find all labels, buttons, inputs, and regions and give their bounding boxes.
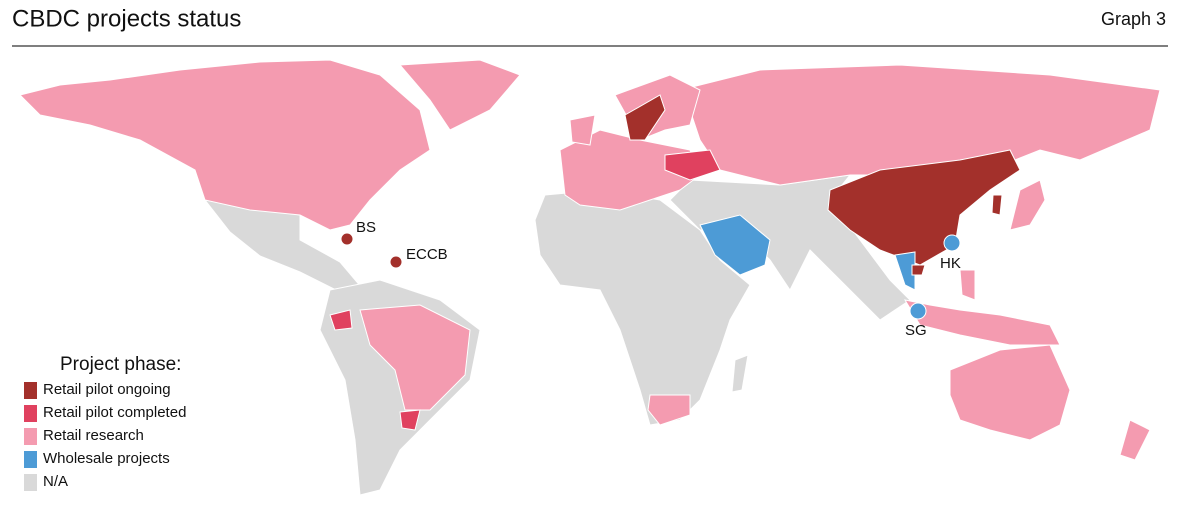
marker-label: HK (940, 255, 961, 272)
marker (943, 234, 961, 252)
madagascar (731, 354, 749, 393)
marker (340, 232, 354, 246)
legend-label: Retail research (43, 427, 144, 444)
ecuador (329, 309, 353, 331)
sweden (624, 94, 666, 141)
china (827, 149, 1021, 266)
south-africa (647, 394, 691, 426)
indonesia (903, 299, 1061, 346)
marker-label: ECCB (406, 246, 448, 263)
legend-swatch (24, 474, 37, 491)
legend-swatch (24, 451, 37, 468)
marker (909, 302, 927, 320)
legend-title: Project phase: (60, 354, 181, 375)
graph-label: Graph 3 (1101, 9, 1166, 29)
legend-swatch (24, 405, 37, 422)
philippines (959, 269, 976, 301)
legend-swatch (24, 428, 37, 445)
saudi-arabia (699, 214, 771, 276)
markers: BS ECCB HK SG (340, 219, 961, 339)
marker (389, 255, 403, 269)
korea (991, 194, 1003, 216)
legend-label: N/A (43, 473, 68, 490)
legend-label: Retail pilot ongoing (43, 381, 171, 398)
legend: Project phase: Retail pilot ongoing Retai… (24, 354, 186, 491)
legend-label: Wholesale projects (43, 450, 170, 467)
new-zealand (1119, 419, 1151, 461)
legend-label: Retail pilot completed (43, 404, 186, 421)
brazil (359, 304, 471, 411)
legend-swatch (24, 382, 37, 399)
australia (949, 344, 1071, 441)
cambodia (911, 264, 926, 276)
thailand (894, 251, 916, 291)
europe (559, 129, 701, 211)
marker-label: BS (356, 219, 376, 236)
greenland (398, 59, 521, 131)
world-map (19, 59, 1161, 496)
uk (569, 114, 596, 146)
ukraine (664, 149, 721, 181)
marker-label: SG (905, 322, 927, 339)
north-america (19, 59, 431, 231)
title: CBDC projects status (12, 5, 241, 32)
uruguay (399, 409, 421, 431)
japan (1009, 179, 1046, 231)
